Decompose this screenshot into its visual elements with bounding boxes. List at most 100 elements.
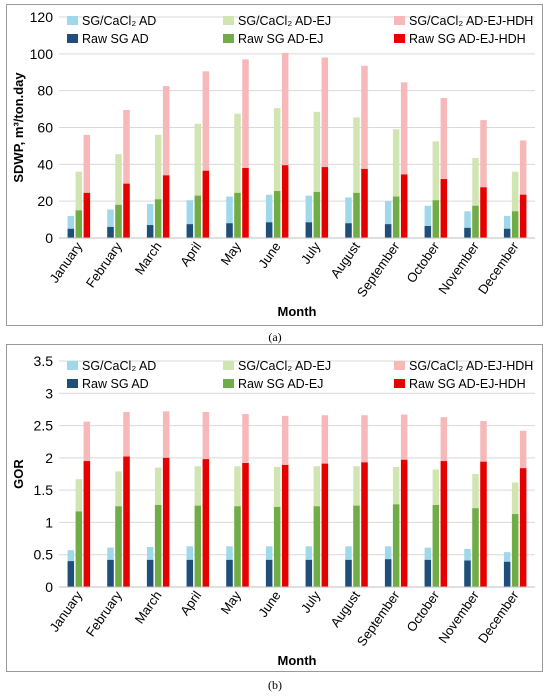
legend-swatch-raw_hdh [394,34,405,43]
bar-raw_hdh [202,170,210,238]
bar-raw_hdh [321,167,329,238]
x-tick-label: August [327,588,363,630]
bar-raw_hdh [361,462,368,587]
bar-raw_ad [345,223,352,238]
bar-raw_hdh [480,461,487,587]
legend-swatch-raw_ej [223,379,234,388]
bar-raw_ad [265,222,273,238]
x-tick-label: August [327,239,363,281]
bar-sg_ad [384,201,392,238]
legend-label: SG/CaCl₂ AD-EJ [238,14,331,28]
bar-raw_hdh [361,168,368,238]
bar-sg_hdh [321,57,329,239]
bar-raw_hdh [162,175,170,238]
bar-sg_ej [353,117,360,238]
bar-raw_ej [353,505,360,587]
bar-raw_ad [464,227,471,238]
bar-raw_ej [472,508,479,587]
bar-sg_hdh [361,65,368,238]
bar-sg_hdh [162,86,170,238]
bar-raw_ad [186,559,194,587]
bar-raw_ad [345,559,352,587]
y-tick-label: 3 [45,385,53,401]
y-tick-label: 40 [37,156,53,172]
chart-panel-sdwp: 0 20 40 60 80 100 120 January February March April… [6,4,543,326]
y-tick-label: 120 [30,9,54,25]
bar-sg_ej [392,129,400,238]
bar-raw_ad [305,222,313,238]
bar-raw_ad [146,225,154,238]
x-tick-label: July [298,239,324,267]
x-tick-label: May [218,588,245,617]
bar-raw_hdh [480,187,487,238]
bar-raw_ej [154,504,162,587]
bar-sg_ej [472,157,479,238]
bar-sg_ej [273,108,281,238]
bar-raw_ej [353,192,360,238]
legend-label: SG/CaCl₂ AD [82,359,156,373]
bar-sg_hdh [123,110,130,238]
legend-label: Raw SG AD-EJ [238,32,323,46]
legend-swatch-raw_ad [67,379,78,388]
bar-sg_hdh [202,71,210,239]
bar-raw_hdh [83,192,91,238]
legend-label: SG/CaCl₂ AD [82,14,156,28]
bar-sg_hdh [400,82,408,238]
x-tick-label: June [255,239,283,271]
bar-sg_ad [226,196,233,238]
legend-swatch-sg_hdh [394,361,405,370]
bar-raw_ej [432,200,440,238]
y-axis-label: GOR [11,459,26,489]
legend-swatch-sg_ej [223,16,234,25]
legend-label: Raw SG AD-EJ-HDH [409,32,526,46]
bar-raw_hdh [83,461,91,587]
bar-raw_ej [313,191,321,238]
legend-swatch-sg_ad [67,16,78,25]
bar-sg_ej [154,134,162,238]
bar-sg_hdh [281,52,289,238]
bar-sg_hdh [242,59,249,238]
bar-sg_ad [186,200,194,238]
bar-raw_ad [424,226,432,238]
legend-label: Raw SG AD-EJ-HDH [409,377,526,391]
y-tick-label: 0 [45,579,53,595]
bar-raw_hdh [400,459,408,587]
bar-raw_ad [503,228,511,238]
bar-raw_hdh [202,459,210,587]
legend-label: SG/CaCl₂ AD-EJ-HDH [409,14,533,28]
bar-raw_ej [392,504,400,587]
bar-raw_ej [75,210,83,238]
y-tick-label: 1 [45,514,53,530]
y-tick-label: 2.5 [34,418,54,434]
x-axis-label: Month [278,304,317,319]
bar-raw_ad [503,561,511,587]
bar-raw_hdh [242,463,249,587]
y-tick-label: 80 [37,83,53,99]
bar-sg_ad [67,215,75,238]
bar-sg_hdh [83,134,91,238]
bar-raw_ad [305,559,313,587]
bar-raw_ad [265,559,273,587]
bar-raw_ej [194,505,202,587]
bar-raw_ej [511,514,519,587]
x-tick-label: February [83,239,125,291]
bar-sg_ej [115,154,122,238]
bar-sg_ad [345,197,352,238]
x-tick-label: April [177,588,204,618]
x-tick-label: July [298,588,324,616]
x-tick-label: February [83,588,125,640]
x-tick-label: June [255,588,283,620]
legend-swatch-sg_ad [67,361,78,370]
bar-raw_ej [194,195,202,238]
bar-raw_ej [432,504,440,587]
bar-raw_hdh [242,168,249,238]
bar-raw_ad [424,559,432,587]
legend-swatch-sg_hdh [394,16,405,25]
bar-sg_ad [305,195,313,238]
bar-sg_hdh [440,98,448,239]
y-tick-label: 0 [45,230,53,246]
bar-raw_ej [75,511,83,587]
bar-raw_ej [472,205,479,238]
x-tick-label: March [132,588,165,626]
bar-raw_ad [67,228,75,238]
